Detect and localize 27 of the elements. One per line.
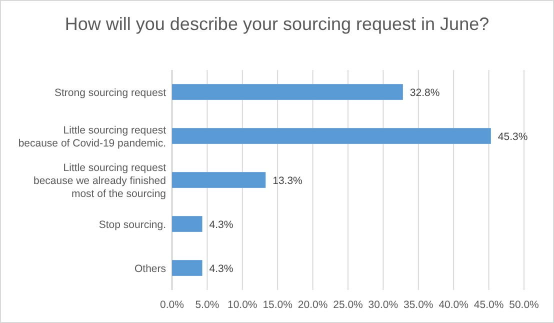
x-tick-label: 35.0% [404,299,434,311]
x-tick-label: 0.0% [160,299,184,311]
y-tick-label: Strong sourcing request [54,87,166,99]
data-label: 45.3% [498,131,528,143]
y-tick-label: Little sourcing request because of Covid-19 pandemic. [18,124,166,150]
x-tick-label: 5.0% [195,299,220,311]
x-tick-label: 25.0% [333,299,363,311]
x-tick-label: 45.0% [474,299,504,311]
data-label: 13.3% [272,175,302,187]
bar [172,216,202,232]
bar [172,172,266,188]
bar [172,128,491,144]
x-tick-label: 40.0% [438,299,468,311]
data-label: 4.3% [209,219,234,231]
x-tick-label: 15.0% [262,299,292,311]
y-tick-label: Stop sourcing. [98,219,166,231]
y-tick-label: Others [134,263,166,275]
x-tick-label: 20.0% [298,299,328,311]
bar [172,260,202,276]
bar [172,84,403,100]
x-tick-label: 30.0% [368,299,398,311]
y-tick-label: Little sourcing request because we already finished most of the sourcing [33,162,166,200]
data-label: 32.8% [410,87,440,99]
x-tick-label: 50.0% [509,299,539,311]
chart-title: How will you describe your sourcing request in June? [64,14,490,34]
x-tick-label: 10.0% [228,299,258,311]
data-label: 4.3% [209,263,234,275]
